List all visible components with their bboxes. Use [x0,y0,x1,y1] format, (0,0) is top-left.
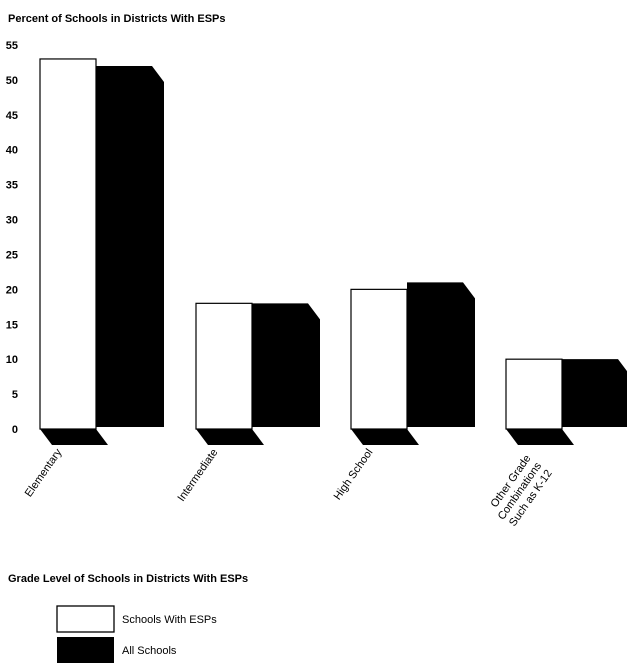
bar-depth-schools-with-esps [196,429,264,445]
category-label: Intermediate [176,447,221,504]
y-tick-label: 45 [6,110,18,122]
bar-schools-with-esps [505,358,563,430]
y-tick-label: 25 [6,249,18,261]
y-tick-label: 20 [6,284,18,296]
y-tick-label: 5 [12,389,18,401]
bar-schools-with-esps [39,58,97,430]
legend: Schools With ESPs All Schools [56,605,217,663]
bar-depth-schools-with-esps [351,429,419,445]
bars [39,58,627,445]
legend-label-all-schools: All Schools [122,645,177,657]
bar-all-schools [96,65,164,427]
bar-depth-schools-with-esps [40,429,108,445]
y-tick-label: 15 [6,319,18,331]
category-label: Elementary [23,446,65,499]
bar-all-schools [562,359,627,427]
y-tick-label: 55 [6,40,18,52]
y-tick-label: 50 [6,75,18,87]
bar-schools-with-esps [350,288,408,430]
y-axis-ticks: 0 5 10 15 20 25 30 35 40 45 50 55 [6,40,18,436]
bar-schools-with-esps [195,302,253,430]
y-tick-label: 0 [12,424,18,436]
legend-swatch-all-schools [57,637,114,663]
y-axis-label: Percent of Schools in Districts With ESP… [8,13,226,25]
category-label: High School [332,447,376,502]
legend-label-schools-with-esps: Schools With ESPs [122,614,217,626]
bar-depth-schools-with-esps [506,429,574,445]
bar-all-schools [407,282,475,427]
x-axis-label: Grade Level of Schools in Districts With… [8,573,248,585]
category-labels: Elementary Intermediate High School Other G… [23,446,555,529]
bar-all-schools [252,303,320,427]
legend-swatch-schools-with-esps [56,605,115,633]
y-tick-label: 30 [6,215,18,227]
y-tick-label: 10 [6,354,18,366]
y-tick-label: 40 [6,145,18,157]
y-tick-label: 35 [6,180,18,192]
category-label: Other GradeCombinationsSuch as K-12 [485,452,555,529]
